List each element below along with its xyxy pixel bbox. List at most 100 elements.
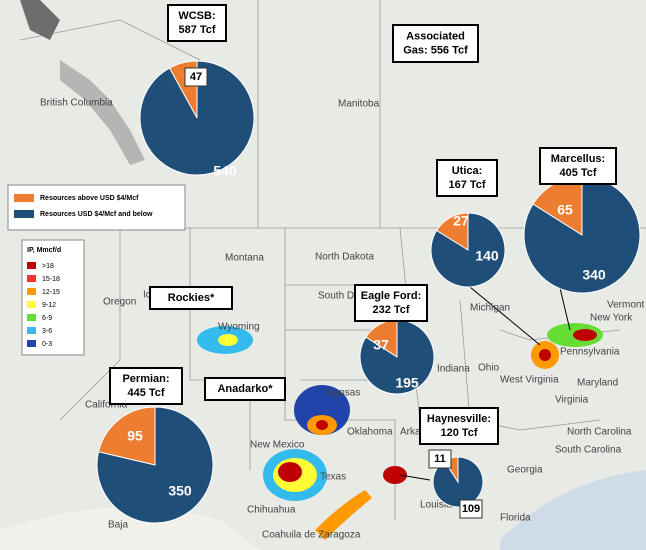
- value-label: 140: [475, 248, 499, 264]
- ip-swatch: [27, 314, 36, 321]
- heat-utica: [539, 349, 551, 361]
- map-label: Florida: [500, 513, 531, 524]
- ip-label: 6-9: [42, 315, 52, 322]
- play-label: 405 Tcf: [559, 167, 596, 179]
- value-box: [428, 449, 452, 469]
- map-label: Texas: [320, 472, 346, 483]
- heat-anadarko: [316, 420, 328, 430]
- play-label-box: [204, 377, 286, 401]
- map-label: Virginia: [555, 395, 589, 406]
- ip-swatch: [27, 275, 36, 282]
- play-label: Marcellus:: [551, 153, 605, 165]
- map-label: Michigan: [470, 303, 510, 314]
- ip-label: 3-6: [42, 328, 52, 335]
- pie-slice: [523, 176, 641, 294]
- ip-label: 0-3: [42, 341, 52, 348]
- map-label: Chihuahua: [247, 505, 296, 516]
- play-label: Gas: 556 Tcf: [403, 44, 468, 56]
- legend-label: Resources USD $4/Mcf and below: [40, 211, 153, 218]
- heat-rockies: [218, 334, 238, 346]
- map-label: Kansas: [327, 388, 360, 399]
- heat-marcellus: [573, 329, 597, 341]
- map-label: New Mexico: [250, 440, 305, 451]
- leader-line: [559, 287, 571, 331]
- map-label: Manitoba: [338, 99, 380, 110]
- wcsb-region: [20, 0, 60, 40]
- value-label: 540: [213, 163, 237, 179]
- play-label: 120 Tcf: [440, 427, 477, 439]
- play-label: Permian:: [122, 373, 169, 385]
- play-label: Rockies*: [168, 292, 215, 304]
- legend-swatch: [14, 194, 34, 202]
- value-label: 27: [453, 213, 469, 229]
- leader-line: [469, 286, 541, 346]
- value-label: 109: [462, 503, 480, 515]
- ocean: [500, 470, 646, 550]
- value-label: 195: [395, 375, 419, 391]
- play-label: 232 Tcf: [372, 304, 409, 316]
- map-label: North Carolina: [567, 427, 632, 438]
- play-label: Haynesville:: [427, 413, 491, 425]
- map-label: Pennsylvania: [560, 347, 620, 358]
- value-label: 340: [582, 267, 606, 283]
- map-label: North Dakota: [315, 252, 374, 263]
- map-label: Louisiana: [420, 500, 463, 511]
- map-label: Coahuila de Zaragoza: [262, 530, 361, 541]
- map-label: Oregon: [103, 297, 136, 308]
- play-label: WCSB:: [178, 10, 215, 22]
- play-label-box: [109, 367, 183, 405]
- ip-legend-box: [21, 239, 85, 356]
- heat-permian: [278, 462, 302, 482]
- legend-swatch: [14, 210, 34, 218]
- play-label: Eagle Ford:: [361, 290, 422, 302]
- ip-swatch: [27, 327, 36, 334]
- map-label: British Columbia: [40, 98, 113, 109]
- value-label: 65: [557, 202, 573, 218]
- map-label: New York: [590, 313, 633, 324]
- value-label: 47: [190, 71, 202, 83]
- legend-box: [7, 184, 186, 231]
- leader-lines: [399, 286, 571, 481]
- ip-swatch: [27, 301, 36, 308]
- value-label: 37: [373, 337, 389, 353]
- play-label: Anadarko*: [217, 383, 273, 395]
- map-label: South Carolina: [555, 445, 622, 456]
- play-label-box: [167, 4, 227, 42]
- ip-swatch: [27, 288, 36, 295]
- play-label-box: [539, 147, 617, 185]
- map-label: Baja: [108, 520, 128, 531]
- play-label-box: [149, 286, 233, 310]
- ip-label: 15-18: [42, 276, 60, 283]
- value-box: [184, 67, 208, 87]
- play-label-box: [392, 24, 479, 63]
- land-mexico: [0, 507, 260, 550]
- heat-haynesville: [383, 466, 407, 484]
- pie-slice: [139, 60, 255, 176]
- map-label: California: [85, 400, 128, 411]
- ip-label: 9-12: [42, 302, 56, 309]
- play-label: Utica:: [452, 165, 483, 177]
- play-label-box: [419, 407, 499, 445]
- play-label-box: [354, 284, 428, 322]
- heat-eagle-ford: [315, 490, 372, 540]
- ip-label: 12-15: [42, 289, 60, 296]
- pie-slice: [96, 406, 214, 524]
- heatmaps: [197, 323, 603, 540]
- wcsb-region: [60, 60, 145, 165]
- map-label: Oklahoma: [347, 427, 393, 438]
- map-label: Maryland: [577, 378, 618, 389]
- map-label: South Dakota: [318, 291, 379, 302]
- legend-label: Resources above USD $4/Mcf: [40, 195, 139, 202]
- ip-swatch: [27, 262, 36, 269]
- play-label: 167 Tcf: [448, 179, 485, 191]
- map-label: Georgia: [507, 465, 543, 476]
- pie-slice: [359, 319, 435, 395]
- map-label: Indiana: [437, 364, 470, 375]
- value-label: 95: [127, 428, 143, 444]
- value-label: 350: [168, 483, 192, 499]
- map-label: Vermont: [607, 300, 644, 311]
- pie-slice: [97, 406, 156, 466]
- map-label: West Virginia: [500, 375, 559, 386]
- play-label: 445 Tcf: [127, 387, 164, 399]
